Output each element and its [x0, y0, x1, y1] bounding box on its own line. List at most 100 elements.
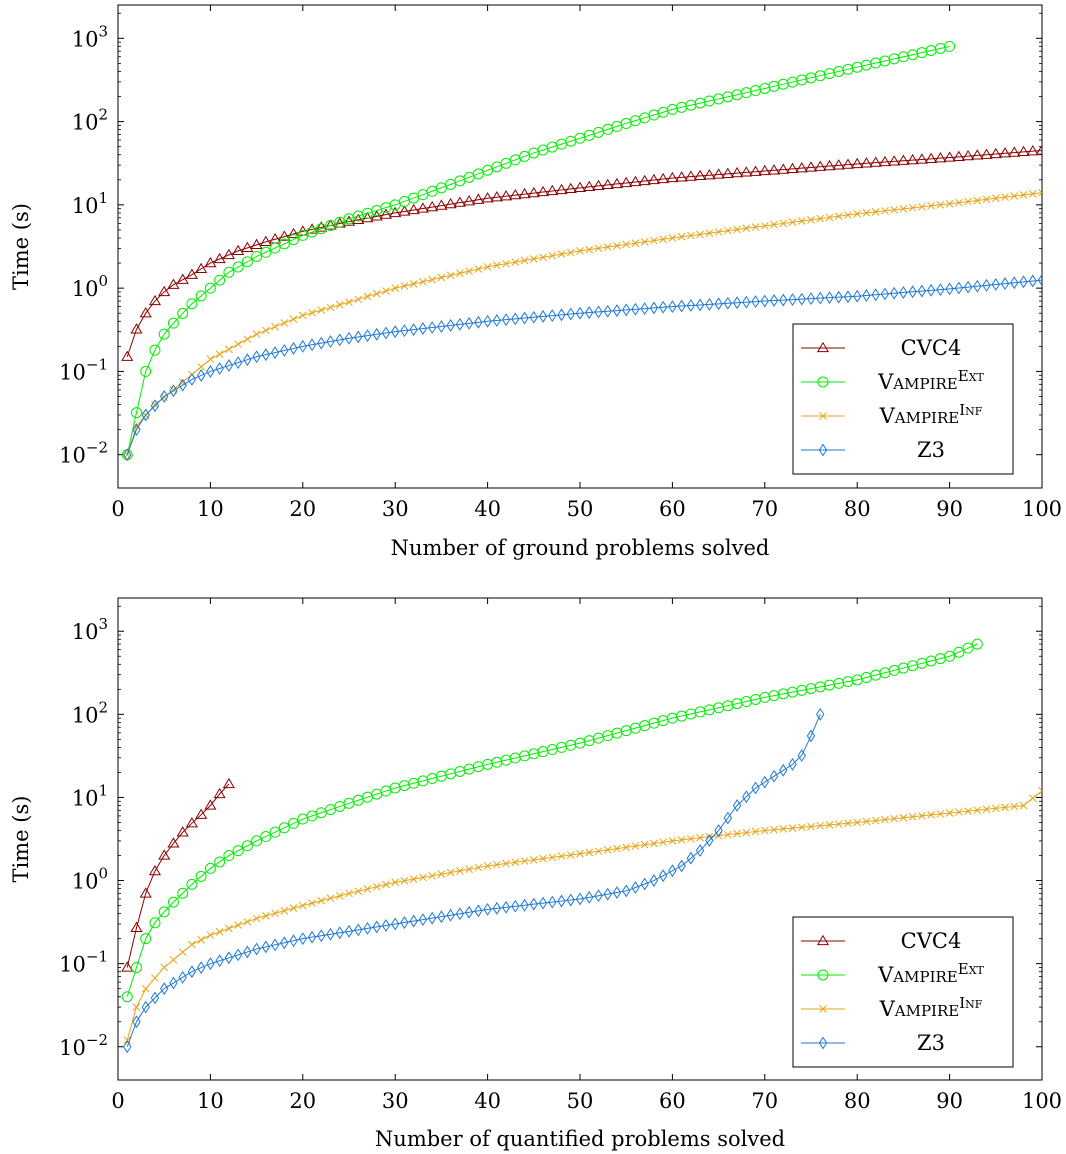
y-tick-label: 100	[72, 865, 108, 894]
data-point	[148, 294, 162, 306]
data-point	[1028, 274, 1037, 288]
data-point	[881, 815, 889, 824]
data-point	[123, 1040, 132, 1054]
data-point	[564, 182, 577, 194]
data-point	[659, 235, 668, 244]
data-point	[804, 161, 818, 172]
data-point	[853, 209, 862, 218]
data-point	[769, 294, 779, 307]
data-point	[918, 202, 926, 211]
data-point	[770, 220, 778, 229]
data-point	[797, 823, 806, 832]
data-point	[446, 319, 455, 332]
y-tick-label: 10−2	[59, 439, 108, 468]
x-tick-label: 70	[751, 497, 778, 521]
x-tick-label: 10	[197, 1089, 224, 1113]
data-point	[908, 285, 917, 299]
data-point	[416, 202, 429, 213]
data-point	[391, 878, 400, 887]
data-point	[308, 899, 316, 907]
data-point	[259, 235, 272, 246]
data-point	[767, 164, 781, 175]
data-point	[622, 843, 631, 852]
data-point	[991, 804, 1000, 813]
data-point	[1001, 193, 1009, 201]
data-point	[686, 851, 696, 865]
data-point	[455, 317, 465, 331]
data-point	[640, 238, 649, 246]
data-point	[121, 350, 134, 361]
legend-marker	[819, 412, 827, 420]
data-point	[751, 781, 760, 795]
y-tick-label: 102	[72, 698, 108, 727]
data-point	[536, 185, 550, 197]
data-point	[622, 884, 631, 898]
data-point	[398, 205, 411, 216]
data-point	[280, 319, 289, 327]
data-point	[594, 847, 603, 856]
x-tick-label: 40	[474, 497, 501, 521]
data-point	[354, 330, 363, 344]
data-point	[529, 855, 538, 864]
data-point	[428, 275, 437, 284]
data-point	[363, 329, 372, 343]
data-point	[232, 261, 244, 273]
data-point	[806, 292, 816, 306]
data-point	[945, 199, 954, 208]
data-point	[889, 286, 899, 300]
data-point	[252, 942, 261, 956]
data-point	[797, 749, 806, 762]
legend-marker	[816, 934, 830, 946]
data-point	[1000, 277, 1010, 291]
data-point	[629, 175, 642, 187]
legend-marker	[817, 376, 829, 388]
data-point	[472, 193, 485, 204]
data-point	[454, 175, 466, 187]
data-point	[573, 181, 587, 193]
data-point	[760, 221, 769, 230]
data-point	[121, 961, 134, 972]
data-point	[345, 298, 353, 306]
data-point	[954, 808, 963, 816]
data-point	[149, 344, 161, 356]
data-point	[455, 907, 465, 921]
data-point	[418, 322, 428, 335]
data-point	[141, 984, 150, 993]
data-point	[705, 229, 714, 237]
data-point	[751, 827, 760, 836]
data-point	[391, 325, 400, 339]
data-point	[215, 954, 224, 968]
data-point	[185, 817, 198, 828]
data-point	[742, 224, 751, 233]
data-point	[677, 836, 686, 844]
data-point	[658, 300, 668, 314]
data-point	[317, 336, 326, 350]
data-point	[742, 828, 751, 837]
data-point	[345, 889, 353, 898]
data-point	[130, 961, 142, 973]
data-point	[326, 335, 335, 348]
data-point	[407, 203, 420, 215]
data-point	[352, 213, 365, 224]
data-point	[880, 287, 890, 301]
data-point	[123, 448, 132, 462]
data-point	[158, 328, 170, 340]
data-point	[989, 147, 1002, 159]
data-point	[195, 808, 208, 819]
data-point	[342, 215, 356, 226]
data-point	[1019, 191, 1028, 199]
data-point	[195, 290, 207, 302]
data-point	[740, 166, 753, 177]
data-point	[779, 293, 788, 307]
data-point	[381, 919, 391, 932]
legend-box	[792, 916, 1014, 1068]
data-point	[280, 936, 289, 950]
data-point	[243, 353, 252, 367]
data-point	[178, 970, 187, 984]
data-point	[862, 289, 871, 302]
data-point	[806, 729, 816, 743]
data-point	[225, 924, 233, 933]
data-point	[214, 856, 226, 868]
data-point	[315, 221, 328, 232]
data-point	[816, 821, 825, 830]
